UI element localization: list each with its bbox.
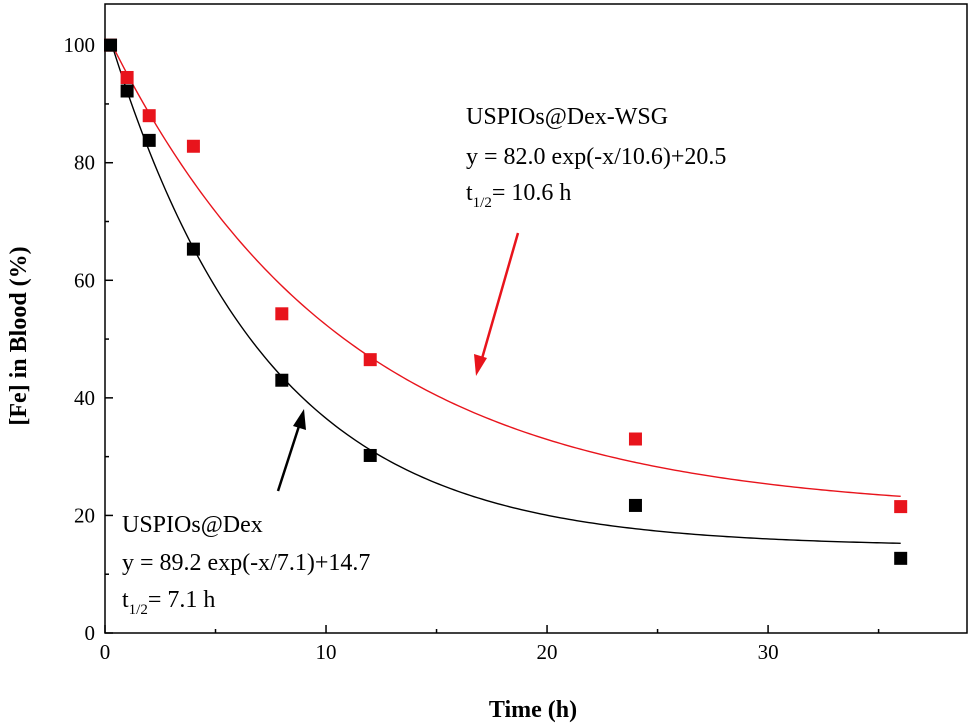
y-tick-label: 40 <box>74 386 95 410</box>
data-point-series-0 <box>628 432 642 446</box>
arrow-dex <box>276 409 306 492</box>
data-point-series-1 <box>142 133 156 147</box>
fit-curve-0 <box>109 41 901 498</box>
y-tick-label: 80 <box>74 151 95 175</box>
data-point-series-1 <box>186 242 200 256</box>
fit-curve-1 <box>109 40 901 544</box>
annotation-wsg: USPIOs@Dex-WSG y = 82.0 exp(-x/10.6)+20.… <box>466 104 726 211</box>
annotation-dex-equation: y = 89.2 exp(-x/7.1)+14.7 <box>122 550 370 576</box>
y-tick-label: 100 <box>64 33 96 57</box>
annotation-dex-half-life: t1/2= 7.1 h <box>122 587 215 618</box>
x-axis-title: Time (h) <box>489 697 577 723</box>
data-point-series-0 <box>120 70 134 84</box>
x-tick-label: 20 <box>537 640 558 664</box>
fit-curves <box>109 40 901 544</box>
data-point-series-0 <box>142 109 156 123</box>
arrow-wsg-head <box>474 354 487 376</box>
annotation-dex: USPIOs@Dex y = 89.2 exp(-x/7.1)+14.7 t1/… <box>122 512 370 618</box>
annotation-wsg-equation: y = 82.0 exp(-x/10.6)+20.5 <box>466 144 726 170</box>
data-point-series-1 <box>363 448 377 462</box>
annotation-wsg-half-life-value: = 10.6 h <box>492 180 572 206</box>
data-point-series-0 <box>894 500 908 514</box>
data-point-series-1 <box>275 373 289 387</box>
y-axis-title: [Fe] in Blood (%) <box>6 246 32 425</box>
data-point-series-1 <box>104 38 118 52</box>
annotation-wsg-half-life-sub: 1/2 <box>473 195 492 211</box>
annotation-wsg-half-life-prefix: t <box>466 180 473 206</box>
axes: 0 10 20 30 0 20 40 60 80 100 <box>64 3 968 664</box>
annotation-wsg-name: USPIOs@Dex-WSG <box>466 104 668 130</box>
arrow-wsg-shaft <box>479 232 520 363</box>
data-point-series-1 <box>120 84 134 98</box>
data-point-series-0 <box>275 307 289 321</box>
annotation-dex-name: USPIOs@Dex <box>122 512 263 538</box>
arrow-wsg <box>474 232 520 376</box>
annotation-dex-half-life-prefix: t <box>122 587 129 613</box>
data-point-series-1 <box>628 498 642 512</box>
y-tick-label: 0 <box>85 621 96 645</box>
x-tick-label: 10 <box>316 640 337 664</box>
x-tick-label: 0 <box>100 640 111 664</box>
y-tick-label: 20 <box>74 503 95 527</box>
data-point-series-1 <box>894 551 908 565</box>
plot-frame <box>104 3 968 634</box>
data-markers <box>104 38 908 565</box>
arrow-dex-shaft <box>276 422 302 492</box>
annotation-wsg-half-life: t1/2= 10.6 h <box>466 180 571 211</box>
annotation-dex-half-life-sub: 1/2 <box>129 602 148 618</box>
data-point-series-0 <box>363 353 377 367</box>
annotation-dex-half-life-value: = 7.1 h <box>148 587 216 613</box>
data-point-series-0 <box>186 139 200 153</box>
x-tick-label: 30 <box>758 640 779 664</box>
y-tick-label: 60 <box>74 268 95 292</box>
arrow-dex-head <box>293 409 306 430</box>
